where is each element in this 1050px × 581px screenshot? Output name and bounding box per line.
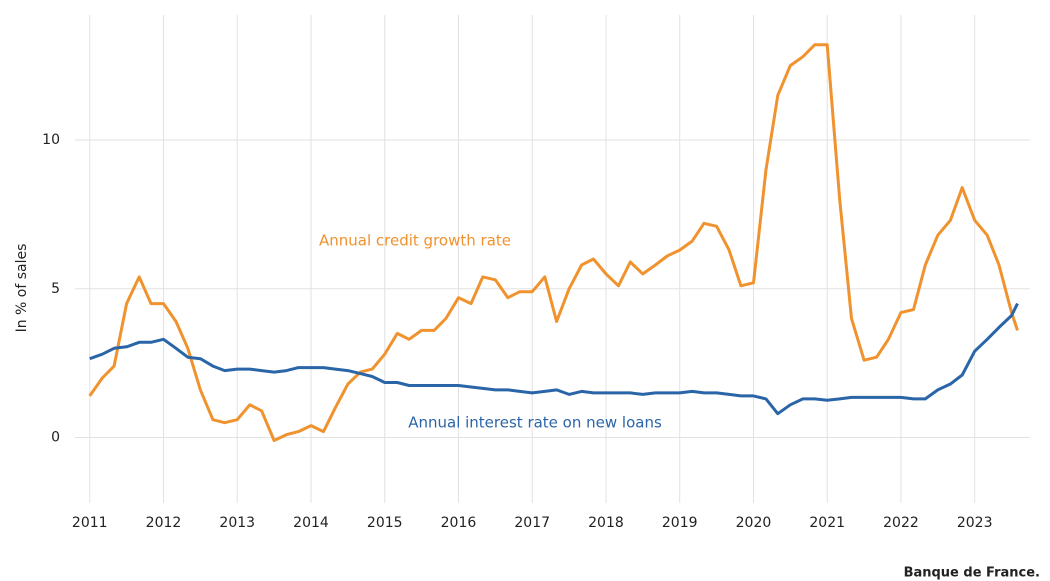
source: Banque de France. — [904, 566, 1040, 581]
x-tick-label: 2017 — [514, 515, 550, 531]
series-annotation: Annual credit growth rate — [319, 232, 511, 250]
x-tick-label: 2011 — [72, 515, 108, 531]
y-axis-label: In % of sales — [14, 244, 30, 333]
y-tick-label: 0 — [51, 430, 60, 446]
x-tick-label: 2016 — [441, 515, 477, 531]
x-tick-label: 2012 — [146, 515, 182, 531]
y-tick-label: 5 — [51, 281, 60, 297]
x-tick-label: 2018 — [588, 515, 624, 531]
x-tick-label: 2021 — [809, 515, 845, 531]
x-tick-label: 2022 — [883, 515, 919, 531]
x-tick-label: 2013 — [219, 515, 255, 531]
series-annotation: Annual interest rate on new loans — [408, 414, 662, 432]
data-line — [89, 302, 1019, 416]
data-line — [88, 43, 1019, 442]
x-tick-label: 2019 — [662, 515, 698, 531]
x-tick-label: 2020 — [736, 515, 772, 531]
x-tick-label: 2023 — [957, 515, 993, 531]
y-tick-label: 10 — [42, 132, 60, 148]
x-tick-label: 2014 — [293, 515, 329, 531]
x-tick-label: 2015 — [367, 515, 403, 531]
